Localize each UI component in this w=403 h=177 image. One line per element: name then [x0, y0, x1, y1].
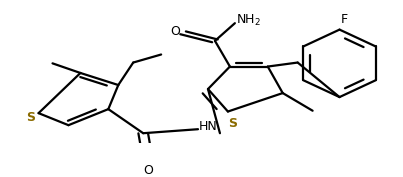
Text: F: F	[341, 13, 348, 27]
Text: HN: HN	[199, 120, 217, 133]
Text: O: O	[143, 164, 153, 177]
Text: S: S	[229, 117, 237, 130]
Text: O: O	[170, 25, 180, 38]
Text: S: S	[26, 111, 35, 124]
Text: NH$_2$: NH$_2$	[236, 12, 261, 27]
